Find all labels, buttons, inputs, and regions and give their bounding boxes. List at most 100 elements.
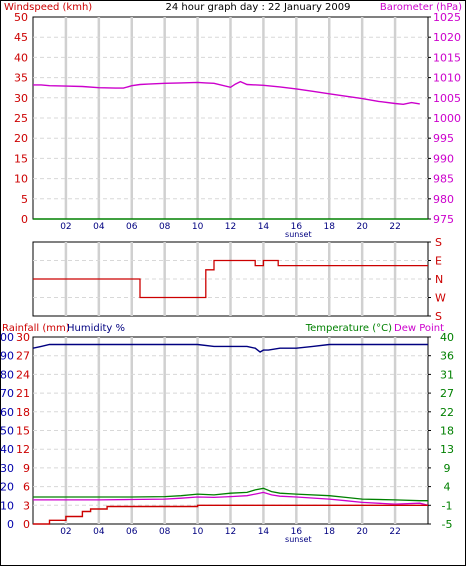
barometer-tick-label: 990	[433, 152, 454, 165]
rainfall-tick-label: 9	[23, 462, 30, 475]
x-tick-label: 22	[389, 527, 400, 537]
direction-tick-label: E	[435, 255, 442, 268]
humidity-tick-label: 80	[0, 368, 14, 381]
rainfall-tick-label: 6	[23, 481, 30, 494]
humidity-tick-label: 0	[7, 518, 14, 531]
barometer-tick-label: 975	[433, 213, 454, 226]
x-tick-label: 14	[258, 527, 270, 537]
barometer-tick-label: 1000	[433, 112, 461, 125]
humidity-axis-label: Humidity %	[67, 323, 125, 334]
x-tick-label: 22	[389, 222, 400, 232]
x-tick-label: 18	[324, 527, 336, 537]
direction-tick-label: S	[435, 310, 442, 323]
humidity-tick-label: 90	[0, 350, 14, 363]
humidity-tick-label: 30	[0, 462, 14, 475]
barometer-tick-label: 980	[433, 193, 454, 206]
rainfall-tick-label: 30	[16, 331, 30, 344]
rainfall-tick-label: 24	[16, 368, 30, 381]
windspeed-tick-label: 5	[21, 193, 28, 206]
rainfall-line	[33, 504, 428, 525]
windspeed-axis-label: Windspeed (kmh)	[4, 2, 92, 13]
humidity-tick-label: 60	[0, 406, 14, 419]
barometer-axis-label: Barometer (hPa)	[380, 2, 462, 13]
windspeed-tick-label: 20	[14, 132, 28, 145]
x-tick-label: 02	[60, 222, 71, 232]
windspeed-tick-label: 10	[14, 173, 28, 186]
x-tick-label: 16	[291, 527, 303, 537]
windspeed-tick-label: 15	[14, 152, 28, 165]
humidity-tick-label: 10	[0, 499, 14, 512]
barometer-tick-label: 1025	[433, 11, 461, 24]
barometer-tick-label: 1015	[433, 51, 461, 64]
rainfall-tick-label: 21	[16, 387, 30, 400]
rainfall-tick-label: 27	[16, 350, 30, 363]
temperature-tick-label: 31	[440, 368, 454, 381]
temperature-tick-label: -5	[442, 518, 453, 531]
x-tick-label: 12	[225, 527, 236, 537]
x-tick-label: 12	[225, 222, 236, 232]
barometer-tick-label: 1010	[433, 72, 461, 85]
temperature-line	[33, 487, 428, 502]
temperature-tick-label: 9	[444, 462, 451, 475]
wind-direction-line	[33, 259, 428, 299]
barometer-tick-label: 985	[433, 173, 454, 186]
barometer-tick-label: 1005	[433, 92, 461, 105]
rainfall-tick-label: 0	[23, 518, 30, 531]
rainfall-tick-label: 18	[16, 406, 30, 419]
humidity-tick-label: 20	[0, 481, 14, 494]
x-tick-label: 08	[159, 527, 171, 537]
windspeed-tick-label: 25	[14, 112, 28, 125]
windspeed-tick-label: 40	[14, 51, 28, 64]
x-tick-label: 10	[192, 222, 204, 232]
x-tick-label: 02	[60, 527, 71, 537]
rain-humidity-temp-panel: 02 04 06 08 10 12 14 16 18 20 22 sunset 0 0 -5 10 3 -1 20 6…	[0, 331, 454, 544]
windspeed-tick-label: 30	[14, 92, 28, 105]
temperature-tick-label: 4	[444, 481, 451, 494]
temperature-tick-label: 13	[440, 443, 454, 456]
x-tick-label: 10	[192, 527, 204, 537]
rainfall-axis-label: Rainfall (mm)	[2, 323, 70, 334]
humidity-tick-label: 50	[0, 425, 14, 438]
x-tick-label: 20	[356, 222, 368, 232]
sunset-annotation: sunset	[285, 535, 312, 544]
x-tick-label: 18	[324, 222, 336, 232]
x-tick-label: 20	[356, 527, 368, 537]
chart-title: 24 hour graph day : 22 January 2009	[166, 2, 351, 13]
windspeed-tick-label: 45	[14, 31, 28, 44]
rainfall-tick-label: 3	[23, 499, 30, 512]
windspeed-tick-label: 0	[21, 213, 28, 226]
humidity-tick-label: 40	[0, 443, 14, 456]
temperature-tick-label: 36	[440, 350, 454, 363]
dewpoint-line	[33, 491, 429, 506]
temperature-tick-label: 27	[440, 387, 454, 400]
direction-tick-label: S	[435, 236, 442, 249]
rainfall-tick-label: 12	[16, 443, 30, 456]
humidity-tick-label: 100	[0, 331, 14, 344]
barometer-tick-label: 995	[433, 132, 454, 145]
direction-tick-label: W	[435, 292, 446, 305]
x-tick-label: 04	[93, 527, 105, 537]
humidity-line	[32, 343, 428, 353]
windspeed-tick-label: 50	[14, 11, 28, 24]
humidity-tick-label: 70	[0, 387, 14, 400]
temperature-tick-label: 22	[440, 406, 454, 419]
temperature-tick-label: 18	[440, 425, 454, 438]
barometer-line	[33, 80, 420, 106]
x-tick-label: 14	[258, 222, 270, 232]
x-tick-label: 06	[126, 222, 138, 232]
temperature-tick-label: -1	[442, 499, 453, 512]
direction-tick-label: N	[435, 273, 443, 286]
dewpoint-axis-label: Dew Point	[394, 323, 444, 334]
x-tick-label: 16	[291, 222, 303, 232]
wind-barometer-panel: 02 04 06 08 10 12 14 16 18 20 22sunset051015202530…	[14, 11, 461, 239]
temperature-axis-label: Temperature (°C)	[305, 323, 392, 334]
x-tick-label: 06	[126, 527, 138, 537]
x-tick-label: 04	[93, 222, 105, 232]
sunset-annotation: sunset	[285, 230, 312, 239]
rainfall-tick-label: 15	[16, 425, 30, 438]
temperature-tick-label: 40	[440, 331, 454, 344]
x-tick-label: 08	[159, 222, 171, 232]
barometer-tick-label: 1020	[433, 31, 461, 44]
